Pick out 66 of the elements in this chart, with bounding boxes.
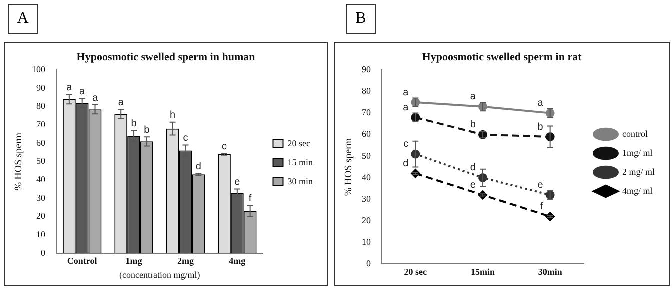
y-tick-label: 60 — [362, 129, 372, 140]
x-axis-title: (concentration mg/ml) — [120, 270, 200, 280]
data-label: a — [80, 86, 86, 98]
data-label: a — [470, 92, 476, 103]
data-label: e — [234, 177, 241, 188]
text: A — [8, 4, 38, 34]
y-tick-label: 30 — [36, 192, 46, 203]
legend-label: 2 mg/ ml — [622, 166, 656, 177]
y-tick-label: 80 — [36, 101, 46, 112]
data-label: h — [170, 110, 176, 122]
data-label: f — [540, 202, 544, 213]
data-label: c — [222, 141, 227, 152]
data-label: e — [538, 180, 544, 191]
x-tick-label: Control — [67, 256, 98, 266]
data-label: f — [248, 194, 252, 205]
y-tick-label: 10 — [36, 229, 46, 240]
text: B — [346, 4, 376, 34]
y-tick-label: 70 — [36, 120, 46, 130]
data-label: a — [118, 97, 124, 108]
x-tick-label: 20 sec — [404, 266, 428, 277]
legend-label: 15 min — [288, 157, 314, 168]
chart-title: Hypoosmotic swelled sperm in human — [76, 51, 256, 64]
x-tick-label: 2mg — [177, 256, 194, 266]
data-label: d — [196, 161, 202, 172]
x-tick-label: 4mg — [229, 256, 246, 266]
x-tick-label: 30min — [538, 266, 562, 277]
data-label: e — [470, 180, 476, 191]
legend-label: 1mg/ ml — [622, 148, 654, 158]
y-axis-title: % HOS sperm — [14, 132, 25, 191]
data-label: b — [538, 122, 544, 133]
data-label: a — [66, 82, 73, 94]
y-tick-label: 90 — [36, 82, 46, 93]
y-tick-label: 50 — [362, 150, 372, 161]
data-label: a — [92, 92, 98, 104]
y-tick-label: 60 — [36, 138, 46, 148]
data-label: a — [403, 87, 410, 98]
y-tick-label: 10 — [362, 237, 372, 248]
y-tick-label: 20 — [36, 211, 46, 222]
legend-label: control — [622, 128, 648, 139]
data-label: b — [470, 120, 476, 131]
data-label: d — [403, 158, 409, 170]
data-label: d — [470, 162, 476, 174]
x-tick-label: 15min — [470, 266, 496, 277]
legend-label: 4mg/ ml — [622, 186, 654, 196]
data-label: a — [538, 98, 544, 110]
y-tick-label: 20 — [362, 215, 372, 226]
legend-label: 30 min — [288, 176, 314, 186]
y-axis-title: % HOS sperm — [344, 138, 355, 196]
data-label: a — [403, 102, 410, 114]
y-tick-label: 0 — [366, 258, 372, 269]
data-label: b — [144, 124, 150, 136]
y-tick-label: 40 — [36, 174, 46, 184]
y-tick-label: 40 — [362, 172, 372, 182]
data-label: c — [183, 133, 188, 144]
y-tick-label: 70 — [362, 108, 372, 118]
data-label: b — [131, 118, 138, 130]
chart-title: Hypoosmotic swelled sperm in rat — [422, 51, 582, 64]
y-tick-label: 100 — [32, 64, 46, 75]
x-tick-label: 1mg — [126, 256, 143, 266]
y-tick-label: 80 — [362, 86, 372, 96]
y-tick-label: 90 — [362, 64, 372, 75]
legend-label: 20 sec — [288, 138, 310, 148]
y-tick-label: 0 — [41, 248, 46, 258]
y-tick-label: 30 — [362, 194, 372, 204]
y-tick-label: 50 — [36, 156, 46, 166]
data-label: c — [404, 139, 409, 150]
